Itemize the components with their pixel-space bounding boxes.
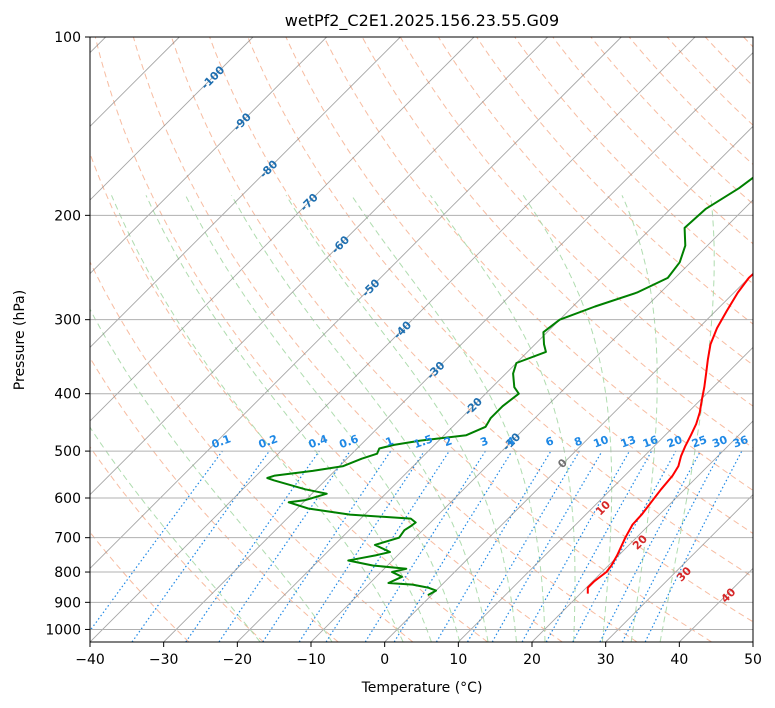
dry-adiabat-line [209,37,753,623]
x-tick-label: 20 [523,652,541,668]
isotherm-line [605,494,753,642]
isotherm-line [458,346,753,642]
mixing-ratio-label: 8 [572,434,584,449]
mixing-ratio-label: 10 [592,433,611,451]
y-axis: 100 200 300 400 500 600 700 800 900 1000 [45,30,90,638]
dewpoint-profile-line [266,176,753,596]
dry-adiabat-line [247,37,753,578]
mixing-ratio-label: 0.4 [307,432,330,451]
isotherm-line [384,273,753,642]
isotherm-line [531,420,753,642]
dry-adiabat-line [399,37,753,407]
plot-frame [89,36,754,643]
y-tick-label: 1000 [45,622,81,638]
mixing-ratio-label: 1.5 [412,432,435,451]
x-tick-label: 30 [597,652,615,668]
dry-adiabat-line [132,37,638,642]
isotherm-line [163,52,753,642]
y-tick-label: 300 [54,313,81,329]
x-tick-label: −30 [149,652,179,668]
mixing-ratio-line [393,450,513,642]
y-tick-label: 900 [54,595,81,611]
x-tick-label: −20 [223,652,253,668]
y-tick-label: 700 [54,531,81,547]
mixing-ratio-label: 4 [505,434,517,449]
mixing-ratio-line [545,450,653,642]
mixing-ratio-label: 25 [690,433,709,450]
mixing-ratio-line [521,450,631,642]
mixing-ratio-label: 3 [478,434,490,449]
mixing-ratio-line [90,450,223,632]
mixing-ratio-label: 16 [641,433,660,451]
moist-adiabat-line [429,195,576,642]
dry-adiabat-line [628,37,753,166]
x-axis-label: Temperature (°C) [361,680,483,696]
y-tick-label: 400 [54,387,81,403]
isotherm-line [90,37,622,569]
mixing-ratio-line [298,450,425,642]
mixing-ratio-label: 0.1 [210,432,233,451]
mixing-ratio-label: 2 [442,434,454,449]
x-tick-label: 10 [449,652,467,668]
moist-adiabat-line [231,195,489,642]
moist-adiabat-line [285,195,517,642]
mixing-ratio-label: 30 [710,433,729,451]
y-tick-label: 800 [54,565,81,581]
mixing-ratio-line [131,450,270,642]
x-tick-label: 50 [744,652,762,668]
dry-adiabat-line [323,37,753,491]
mixing-ratio-label: 13 [619,433,638,450]
isotherm-line [90,37,254,201]
temperature-profile-line [586,272,753,594]
mixing-ratio-label: 6 [544,434,556,449]
isotherm-line [90,37,696,642]
isotherm-line [90,37,401,348]
mixing-ratio-line [185,450,320,642]
moist-adiabat-line [90,308,333,642]
moist-adiabat-line [145,195,432,642]
moist-adiabat-line [522,195,613,642]
mixing-ratio-line [325,450,450,642]
dry-adiabat-line [514,37,753,285]
isotherm-line [90,37,548,496]
isotherm-line [310,199,753,642]
mixing-ratio-label: 1 [384,434,396,449]
x-tick-label: 0 [380,652,389,668]
dry-adiabat-line [90,446,264,642]
moist-adiabat-line [185,195,461,642]
dry-adiabat-line [476,37,753,325]
moist-adiabat-line [659,195,715,642]
x-tick-label: 40 [670,652,688,668]
mixing-ratio-line [218,450,351,642]
mixing-ratio-line [572,450,677,642]
mixing-ratio-label: 0.2 [257,432,280,451]
moist-adiabat-line [111,195,404,642]
dry-adiabat-line [94,37,563,642]
mixing-ratio-line [644,450,743,642]
chart-title: wetPf2_C2E1.2025.156.23.55.G09 [285,11,559,31]
series-layer [266,176,753,596]
isotherm-line [90,37,327,275]
isotherm-line [237,125,753,642]
x-tick-label: −10 [296,652,326,668]
y-tick-label: 500 [54,444,81,460]
y-axis-label: Pressure (hPa) [12,290,28,390]
dry-adiabat-line [90,260,414,642]
moist-adiabat-line [621,195,658,642]
y-tick-label: 600 [54,491,81,507]
isotherm-line [90,37,475,422]
y-tick-label: 100 [54,30,81,46]
x-tick-label: −40 [75,652,105,668]
grid [90,37,753,642]
y-tick-label: 200 [54,208,81,224]
mixing-ratio-line [262,450,392,642]
mixing-ratio-label: 20 [665,433,684,451]
x-axis: −40 −30 −20 −10 0 10 20 30 40 50 [75,642,762,668]
mixing-ratio-label: 0.6 [338,432,361,451]
mixing-ratio-label: 36 [731,433,750,451]
